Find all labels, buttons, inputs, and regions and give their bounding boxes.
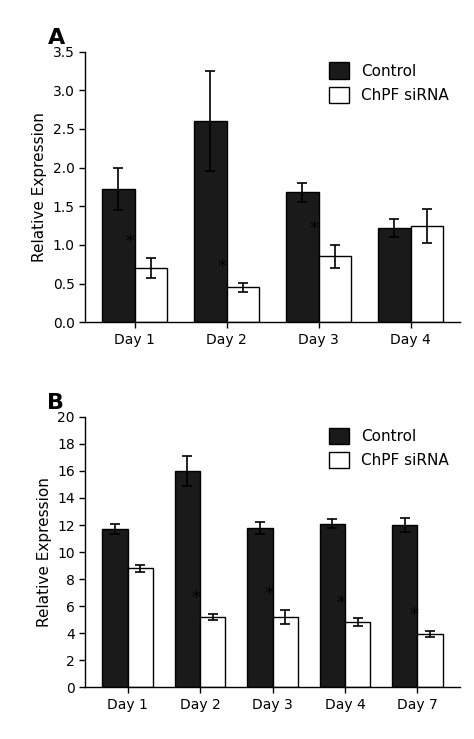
Bar [418,634,443,687]
Bar [128,568,153,687]
Bar [102,529,128,687]
Text: *: * [309,220,318,238]
Bar [345,622,370,687]
Y-axis label: Relative Expression: Relative Expression [32,112,47,262]
Legend: Control, ChPF siRNA: Control, ChPF siRNA [323,421,455,474]
Bar [286,192,319,322]
Bar [194,121,227,322]
Bar [247,528,273,687]
Bar [378,228,410,322]
Y-axis label: Relative Expression: Relative Expression [36,477,52,627]
Bar [410,225,443,322]
Bar [319,524,345,687]
Bar [102,189,135,322]
Text: *: * [217,258,226,276]
Text: *: * [264,585,273,603]
Bar [273,617,298,687]
Text: A: A [47,28,64,48]
Text: B: B [47,393,64,413]
Bar [175,471,200,687]
Text: *: * [409,607,418,624]
Text: *: * [192,589,201,607]
Bar [319,256,351,322]
Bar [227,287,259,322]
Text: *: * [125,234,134,251]
Bar [392,525,418,687]
Legend: Control, ChPF siRNA: Control, ChPF siRNA [323,56,455,109]
Bar [135,268,167,322]
Bar [200,617,226,687]
Text: *: * [337,593,346,612]
